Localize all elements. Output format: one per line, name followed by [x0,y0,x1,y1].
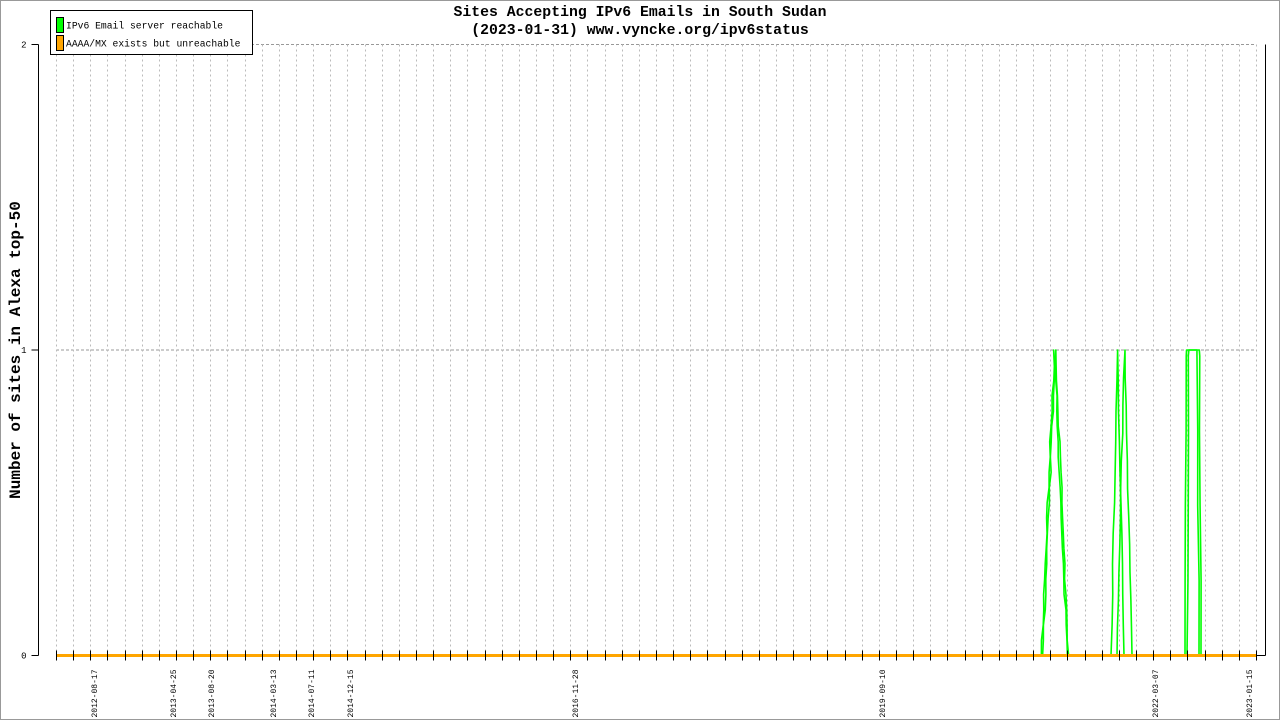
svg-text:2014-12-15: 2014-12-15 [347,669,356,717]
svg-text:IPv6 Email server reachable: IPv6 Email server reachable [66,21,223,32]
svg-text:2012-08-17: 2012-08-17 [91,669,100,717]
svg-text:2014-03-13: 2014-03-13 [270,669,279,717]
svg-text:2022-03-07: 2022-03-07 [1152,669,1161,717]
svg-text:2019-09-10: 2019-09-10 [879,669,888,717]
svg-text:Number of sites in Alexa top-5: Number of sites in Alexa top-50 [7,201,25,499]
svg-text:AAAA/MX exists but unreachable: AAAA/MX exists but unreachable [66,39,241,50]
svg-text:Sites Accepting IPv6 Emails in: Sites Accepting IPv6 Emails in South Sud… [454,5,827,21]
svg-text:2014-07-11: 2014-07-11 [308,669,317,717]
svg-text:2: 2 [21,41,26,51]
svg-text:2013-04-25: 2013-04-25 [170,669,179,717]
svg-text:(2023-01-31) www.vyncke.org/ip: (2023-01-31) www.vyncke.org/ipv6status [471,23,808,39]
svg-text:0: 0 [21,652,26,662]
svg-text:2016-11-28: 2016-11-28 [572,669,581,717]
svg-text:2023-01-15: 2023-01-15 [1246,669,1255,717]
svg-text:2013-08-20: 2013-08-20 [208,669,217,717]
